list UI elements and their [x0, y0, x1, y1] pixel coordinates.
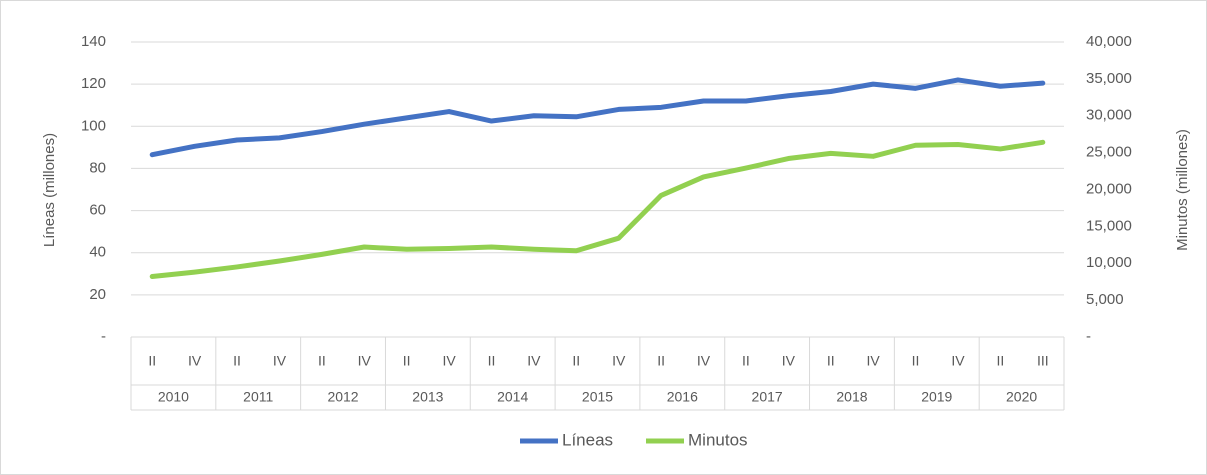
legend-label: Líneas [562, 430, 613, 449]
x-tick-label: II [827, 353, 835, 369]
line-series [149, 77, 1046, 158]
x-group-label: 2019 [921, 389, 952, 405]
x-tick-label: III [1037, 353, 1049, 369]
y2-tick-label: 30,000 [1086, 107, 1132, 124]
x-tick-label: IV [951, 353, 965, 369]
y2-tick-label: - [1086, 328, 1091, 345]
x-group-label: 2011 [243, 389, 273, 405]
x-tick-label: IV [612, 353, 626, 369]
y2-tick-label: 5,000 [1086, 291, 1124, 308]
y2-tick-label: 15,000 [1086, 217, 1132, 234]
x-group-label: 2013 [412, 389, 443, 405]
x-tick-label: IV [188, 353, 202, 369]
y-tick-label: 140 [81, 33, 106, 50]
x-group-label: 2016 [667, 389, 698, 405]
y-tick-label: 20 [89, 286, 106, 303]
x-tick-label: II [318, 353, 326, 369]
y-tick-label: 100 [81, 117, 106, 134]
y2-tick-label: 40,000 [1086, 33, 1132, 50]
x-group-label: 2012 [327, 389, 358, 405]
x-tick-label: II [233, 353, 241, 369]
x-tick-label: II [572, 353, 580, 369]
x-tick-label: IV [358, 353, 372, 369]
x-group-label: 2017 [752, 389, 783, 405]
y2-tick-label: 20,000 [1086, 180, 1132, 197]
x-tick-label: II [488, 353, 496, 369]
x-group-label: 2014 [497, 389, 528, 405]
y2-tick-label: 35,000 [1086, 70, 1132, 87]
y-tick-label: 60 [89, 202, 106, 219]
x-tick-label: II [912, 353, 920, 369]
x-tick-label: II [742, 353, 750, 369]
legend-label: Minutos [688, 430, 748, 449]
line-series [149, 139, 1046, 280]
x-tick-label: II [403, 353, 411, 369]
y2-axis-label: Minutos (millones) [1174, 129, 1191, 251]
y-axis-label: Líneas (millones) [41, 133, 58, 247]
x-group-label: 2020 [1006, 389, 1037, 405]
x-tick-label: IV [867, 353, 881, 369]
x-tick-label: IV [782, 353, 796, 369]
x-group-label: 2015 [582, 389, 613, 405]
x-tick-label: IV [273, 353, 287, 369]
y2-tick-label: 25,000 [1086, 144, 1132, 161]
x-tick-label: IV [527, 353, 541, 369]
x-tick-label: IV [442, 353, 456, 369]
y-tick-label: 80 [89, 159, 106, 176]
y2-tick-label: 10,000 [1086, 254, 1132, 271]
x-tick-label: II [996, 353, 1004, 369]
x-tick-label: II [148, 353, 156, 369]
y-tick-label: 40 [89, 244, 106, 261]
x-tick-label: IV [697, 353, 711, 369]
x-group-label: 2018 [836, 389, 867, 405]
y-tick-label: 120 [81, 75, 106, 92]
x-tick-label: II [657, 353, 665, 369]
y-tick-label: - [101, 328, 106, 345]
x-group-label: 2010 [158, 389, 189, 405]
